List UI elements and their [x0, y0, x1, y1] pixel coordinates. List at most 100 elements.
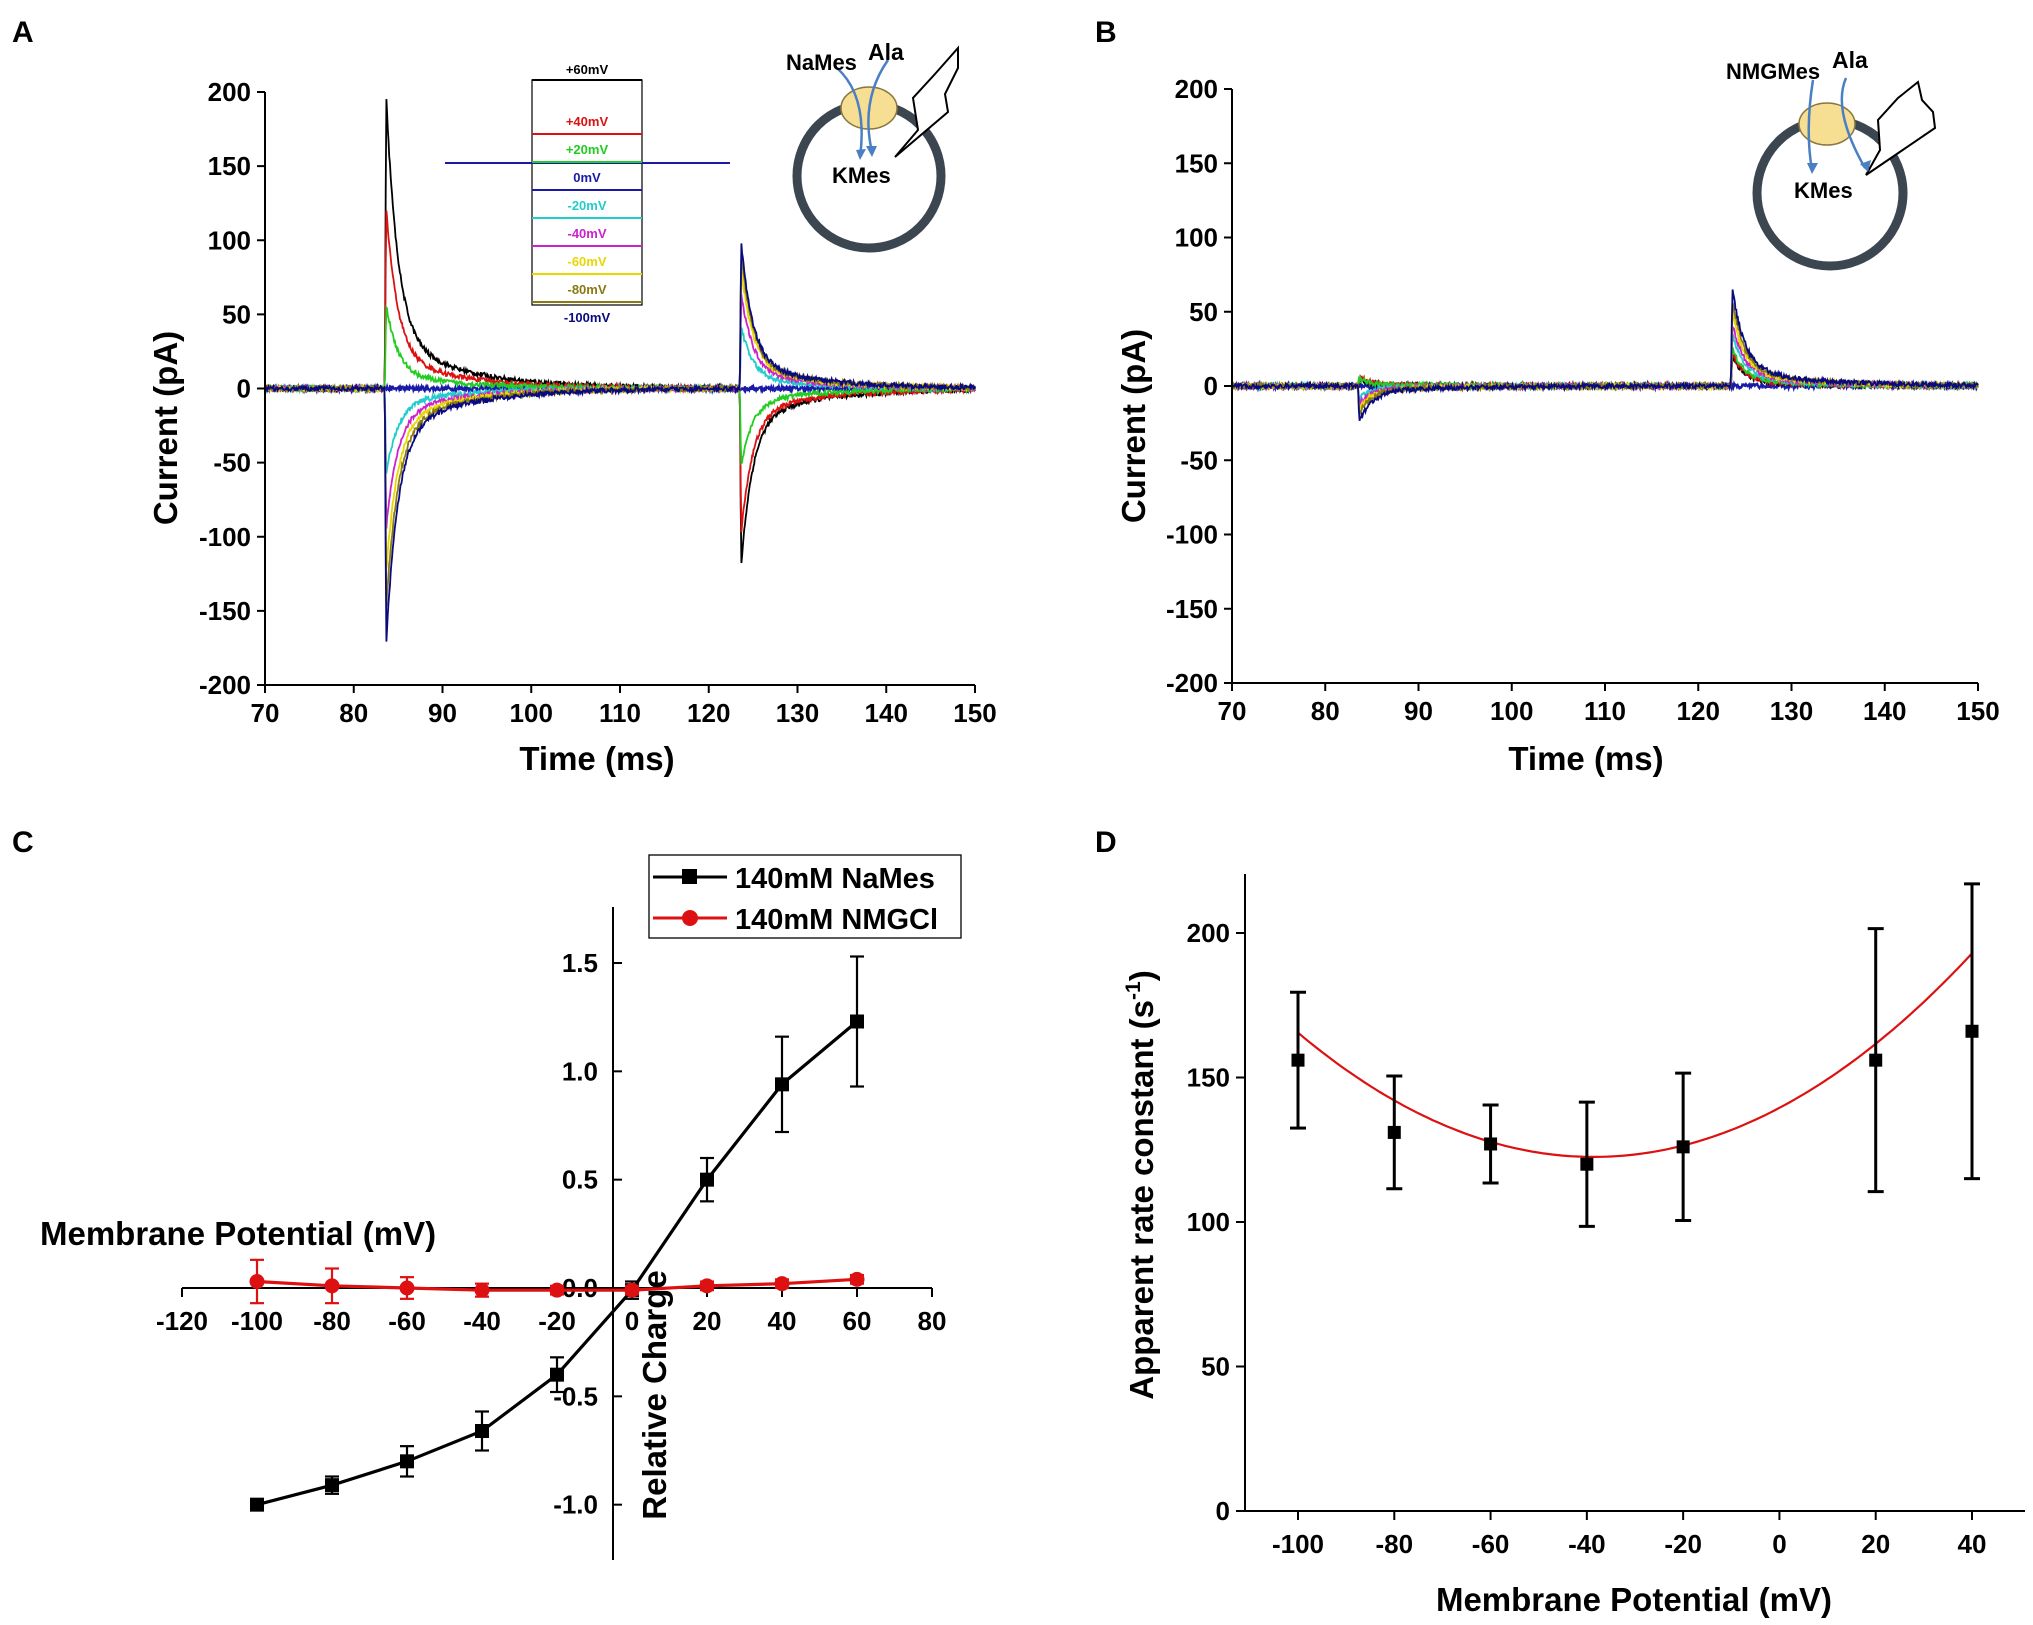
- panel-b-x-axis-label: Time (ms): [1508, 740, 1663, 777]
- arrow-head-icon: [1860, 160, 1871, 172]
- data-point-circle: [549, 1282, 565, 1298]
- legend-marker-square: [682, 869, 697, 884]
- panel-a-traces: [263, 99, 976, 642]
- data-point-square: [700, 1172, 714, 1187]
- x-tick-label: 110: [1584, 696, 1626, 726]
- protocol-step-label: -20mV: [567, 198, 606, 213]
- x-tick-label: 0: [625, 1306, 639, 1336]
- panel-label-b: B: [1095, 16, 1117, 49]
- x-tick-label: 0: [1772, 1529, 1786, 1559]
- x-tick-label: -120: [156, 1306, 208, 1336]
- substrate-flux-arrow: [867, 59, 890, 153]
- data-point-circle: [324, 1278, 340, 1294]
- ion-flux-arrow: [1807, 79, 1815, 171]
- panel-a-transporter-schematic: NaMes Ala KMes: [786, 39, 959, 253]
- x-tick-label: -80: [313, 1306, 351, 1336]
- data-point-circle: [624, 1282, 640, 1298]
- panel-a-y-axis-label: Current (pA): [147, 331, 184, 525]
- panel-c-axes: -120 -100 -80 -60 -40 -20 0 20 40 60 80 -1.0 -0.5 0.0…: [156, 907, 946, 1560]
- panel-b-y-axis-label: Current (pA): [1115, 329, 1152, 523]
- data-point-circle: [399, 1280, 415, 1296]
- current-trace--80mV: [264, 256, 976, 607]
- y-tick-label: 0: [1216, 1496, 1230, 1526]
- protocol-step-label: 0mV: [573, 170, 601, 185]
- current-trace--40mV: [1231, 325, 1979, 409]
- x-tick-label: -40: [463, 1306, 501, 1336]
- data-point-circle: [249, 1274, 265, 1289]
- substrate-flux-arrow: [1840, 77, 1867, 169]
- y-tick-label: -100: [1166, 520, 1218, 550]
- panel-c: C -120 -100 -80 -60 -40 -20 0 20 40 60 80 -1.0 -0.5 0…: [12, 826, 962, 1560]
- current-trace--100mV: [264, 243, 976, 642]
- protocol-step-label: +20mV: [566, 142, 609, 157]
- x-tick-label: 90: [1404, 696, 1433, 726]
- data-point-circle: [774, 1276, 790, 1292]
- y-tick-label: 200: [1187, 918, 1230, 948]
- panel-label-c: C: [12, 826, 34, 859]
- panel-d-x-axis-label: Membrane Potential (mV): [1436, 1581, 1832, 1618]
- data-point-square: [1484, 1137, 1498, 1151]
- y-tick-label: 50: [1201, 1352, 1230, 1382]
- x-tick-label: 140: [1863, 696, 1906, 726]
- y-tick-label: 200: [208, 77, 251, 107]
- x-tick-label: 60: [843, 1306, 872, 1336]
- panel-a: A 70 80 90 100 110 120 130 140 150 -200 -150 -100 -5…: [12, 16, 997, 777]
- x-tick-label: 140: [865, 698, 908, 728]
- legend-box: [648, 854, 962, 939]
- x-tick-label: 100: [1490, 696, 1533, 726]
- panel-c-legend: 140mM NaMes 140mM NMGCl: [648, 854, 962, 939]
- x-tick-label: 80: [918, 1306, 947, 1336]
- x-tick-label: 20: [1861, 1529, 1890, 1559]
- schematic-outer-ion: NMGMes: [1726, 59, 1820, 84]
- data-point-square: [400, 1454, 414, 1469]
- x-tick-label: 40: [768, 1306, 797, 1336]
- y-tick-label: -150: [199, 596, 251, 626]
- y-tick-label: 50: [1189, 297, 1218, 327]
- panel-a-axes: 70 80 90 100 110 120 130 140 150 -200 -150 -100 -50 0…: [199, 77, 997, 728]
- protocol-step-label: -80mV: [567, 282, 606, 297]
- transporter-protein: [1798, 102, 1856, 146]
- schematic-substrate: Ala: [1832, 47, 1868, 73]
- y-tick-label: 50: [222, 299, 251, 329]
- data-point-square: [550, 1367, 564, 1382]
- y-tick-label: -1.0: [553, 1490, 598, 1520]
- data-point-square: [1580, 1157, 1594, 1171]
- patch-pipette: [894, 45, 959, 158]
- x-tick-label: -20: [1664, 1529, 1702, 1559]
- x-tick-label: 80: [1311, 696, 1340, 726]
- y-tick-label: 0: [237, 374, 251, 404]
- data-point-square: [775, 1077, 789, 1092]
- fit-curve: [1297, 952, 1973, 1159]
- data-point-square: [850, 1014, 864, 1029]
- x-tick-label: 130: [776, 698, 819, 728]
- x-tick-label: 120: [687, 698, 730, 728]
- panel-d-axes: -100 -80 -60 -40 -20 0 20 40 0 50 100 150 200: [1187, 874, 2025, 1559]
- panel-b-axes: 70 80 90 100 110 120 130 140 150 -200 -150 -100 -50 0…: [1166, 74, 2000, 726]
- y-tick-label: 150: [1175, 148, 1218, 178]
- panel-label-a: A: [12, 16, 34, 49]
- panel-c-x-axis-label: Membrane Potential (mV): [40, 1215, 436, 1252]
- x-tick-label: 150: [953, 698, 996, 728]
- x-tick-label: 40: [1958, 1529, 1987, 1559]
- panel-label-d: D: [1095, 826, 1117, 859]
- patch-pipette: [1865, 80, 1937, 176]
- protocol-step-label: +60mV: [566, 62, 609, 77]
- current-trace--60mV: [1231, 311, 1979, 411]
- panel-a-x-axis-label: Time (ms): [519, 740, 674, 777]
- current-trace-+40mV: [264, 210, 976, 533]
- data-point-circle: [849, 1271, 865, 1287]
- panel-d-series: [1290, 882, 1980, 1228]
- panel-c-y-axis-label: Relative Charge: [636, 1270, 673, 1519]
- x-tick-label: -40: [1568, 1529, 1606, 1559]
- schematic-outer-ion: NaMes: [786, 50, 857, 75]
- y-tick-label: -150: [1166, 594, 1218, 624]
- y-tick-label: 0.0: [562, 1273, 598, 1303]
- x-tick-label: 120: [1677, 696, 1720, 726]
- y-tick-label: 0.5: [562, 1165, 598, 1195]
- y-tick-label: 100: [1175, 223, 1218, 253]
- data-point-circle: [699, 1278, 715, 1294]
- data-point-square: [250, 1497, 264, 1512]
- panel-d: D -100 -80 -60 -40 -20 0 20 40 0 50 100 150 200 Memb…: [1095, 826, 2025, 1618]
- schematic-inner-ion: KMes: [1794, 178, 1853, 203]
- current-trace--40mV: [264, 294, 976, 529]
